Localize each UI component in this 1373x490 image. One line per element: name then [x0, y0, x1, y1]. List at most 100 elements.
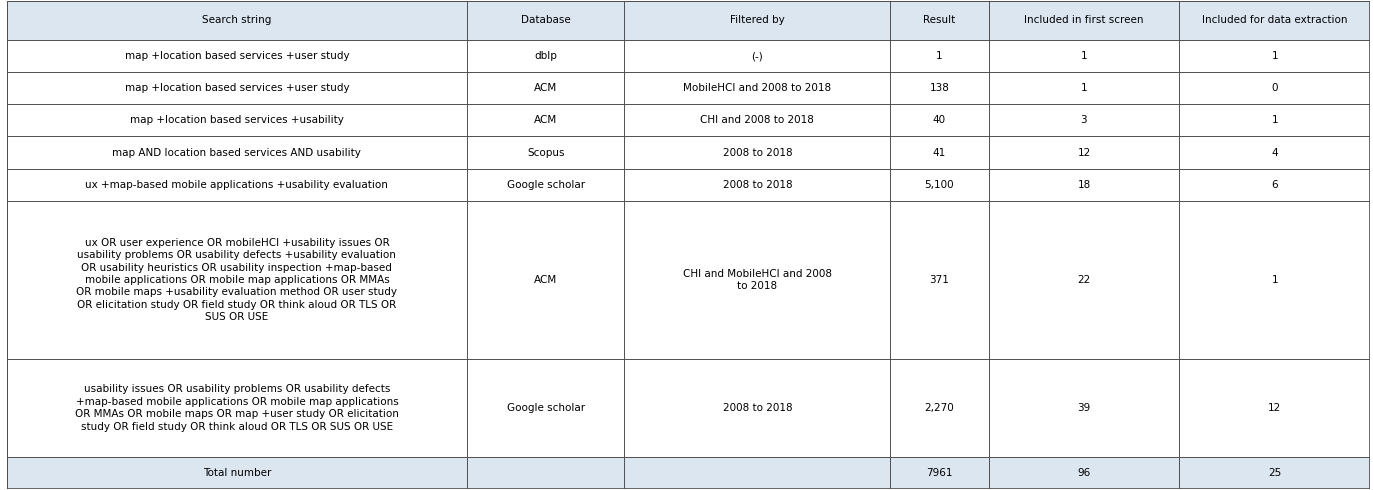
Bar [989, 169, 1179, 201]
Bar [467, 40, 625, 72]
Bar [989, 40, 1179, 72]
Bar [890, 137, 989, 169]
Bar [1179, 40, 1370, 72]
Text: ACM: ACM [534, 275, 557, 285]
Bar [989, 1, 1179, 40]
Text: 2008 to 2018: 2008 to 2018 [722, 147, 792, 158]
Bar [625, 201, 890, 359]
Bar [625, 457, 890, 489]
Bar [467, 137, 625, 169]
Text: map +location based services +usability: map +location based services +usability [130, 115, 343, 125]
Bar [467, 104, 625, 137]
Bar [467, 359, 625, 457]
Bar [625, 1, 890, 40]
Bar [625, 40, 890, 72]
Text: map AND location based services AND usability: map AND location based services AND usab… [113, 147, 361, 158]
Text: 40: 40 [932, 115, 946, 125]
Text: 1: 1 [1271, 51, 1278, 61]
Text: 25: 25 [1269, 468, 1281, 478]
Text: 22: 22 [1078, 275, 1090, 285]
Bar [989, 201, 1179, 359]
Text: 6: 6 [1271, 180, 1278, 190]
Bar [7, 169, 467, 201]
Text: 2008 to 2018: 2008 to 2018 [722, 180, 792, 190]
Text: 138: 138 [930, 83, 949, 93]
Text: Google scholar: Google scholar [507, 180, 585, 190]
Bar [890, 1, 989, 40]
Text: Included in first screen: Included in first screen [1024, 16, 1144, 25]
Bar [1179, 1, 1370, 40]
Bar [890, 40, 989, 72]
Text: 4: 4 [1271, 147, 1278, 158]
Bar [7, 137, 467, 169]
Bar [467, 72, 625, 104]
Text: Google scholar: Google scholar [507, 403, 585, 413]
Text: 39: 39 [1078, 403, 1090, 413]
Text: 1: 1 [1081, 83, 1087, 93]
Bar [890, 169, 989, 201]
Bar [890, 72, 989, 104]
Text: 1: 1 [1271, 275, 1278, 285]
Bar [1179, 201, 1370, 359]
Bar [989, 359, 1179, 457]
Bar [890, 457, 989, 489]
Bar [989, 137, 1179, 169]
Text: dblp: dblp [534, 51, 557, 61]
Bar [625, 137, 890, 169]
Bar [625, 359, 890, 457]
Text: usability issues OR usability problems OR usability defects
+map-based mobile ap: usability issues OR usability problems O… [76, 385, 400, 432]
Text: 41: 41 [932, 147, 946, 158]
Bar [890, 201, 989, 359]
Bar [625, 72, 890, 104]
Bar [1179, 169, 1370, 201]
Text: ux OR user experience OR mobileHCI +usability issues OR
usability problems OR us: ux OR user experience OR mobileHCI +usab… [77, 238, 397, 322]
Text: Database: Database [520, 16, 571, 25]
Text: 1: 1 [1271, 115, 1278, 125]
Text: 2,270: 2,270 [924, 403, 954, 413]
Bar [1179, 104, 1370, 137]
Text: CHI and MobileHCI and 2008
to 2018: CHI and MobileHCI and 2008 to 2018 [682, 269, 832, 291]
Bar [989, 457, 1179, 489]
Bar [7, 359, 467, 457]
Text: ux +map-based mobile applications +usability evaluation: ux +map-based mobile applications +usabi… [85, 180, 389, 190]
Text: 7961: 7961 [927, 468, 953, 478]
Text: CHI and 2008 to 2018: CHI and 2008 to 2018 [700, 115, 814, 125]
Text: 3: 3 [1081, 115, 1087, 125]
Bar [467, 201, 625, 359]
Text: 96: 96 [1078, 468, 1090, 478]
Bar [467, 457, 625, 489]
Text: Scopus: Scopus [527, 147, 564, 158]
Text: Result: Result [923, 16, 956, 25]
Bar [1179, 137, 1370, 169]
Bar [7, 1, 467, 40]
Text: 18: 18 [1078, 180, 1090, 190]
Text: 1: 1 [1081, 51, 1087, 61]
Bar [1179, 72, 1370, 104]
Bar [989, 72, 1179, 104]
Bar [625, 104, 890, 137]
Bar [467, 1, 625, 40]
Text: MobileHCI and 2008 to 2018: MobileHCI and 2008 to 2018 [684, 83, 832, 93]
Bar [467, 169, 625, 201]
Bar [7, 40, 467, 72]
Bar [1179, 359, 1370, 457]
Bar [7, 72, 467, 104]
Text: 1: 1 [936, 51, 943, 61]
Text: 5,100: 5,100 [924, 180, 954, 190]
Text: Filtered by: Filtered by [730, 16, 785, 25]
Bar [7, 104, 467, 137]
Bar [1179, 457, 1370, 489]
Text: 371: 371 [930, 275, 949, 285]
Text: ACM: ACM [534, 115, 557, 125]
Text: 12: 12 [1269, 403, 1281, 413]
Text: Total number: Total number [203, 468, 270, 478]
Text: 12: 12 [1078, 147, 1090, 158]
Text: Search string: Search string [202, 16, 272, 25]
Bar [625, 169, 890, 201]
Text: 0: 0 [1271, 83, 1278, 93]
Text: 2008 to 2018: 2008 to 2018 [722, 403, 792, 413]
Text: (-): (-) [751, 51, 763, 61]
Text: Included for data extraction: Included for data extraction [1203, 16, 1347, 25]
Text: ACM: ACM [534, 83, 557, 93]
Bar [989, 104, 1179, 137]
